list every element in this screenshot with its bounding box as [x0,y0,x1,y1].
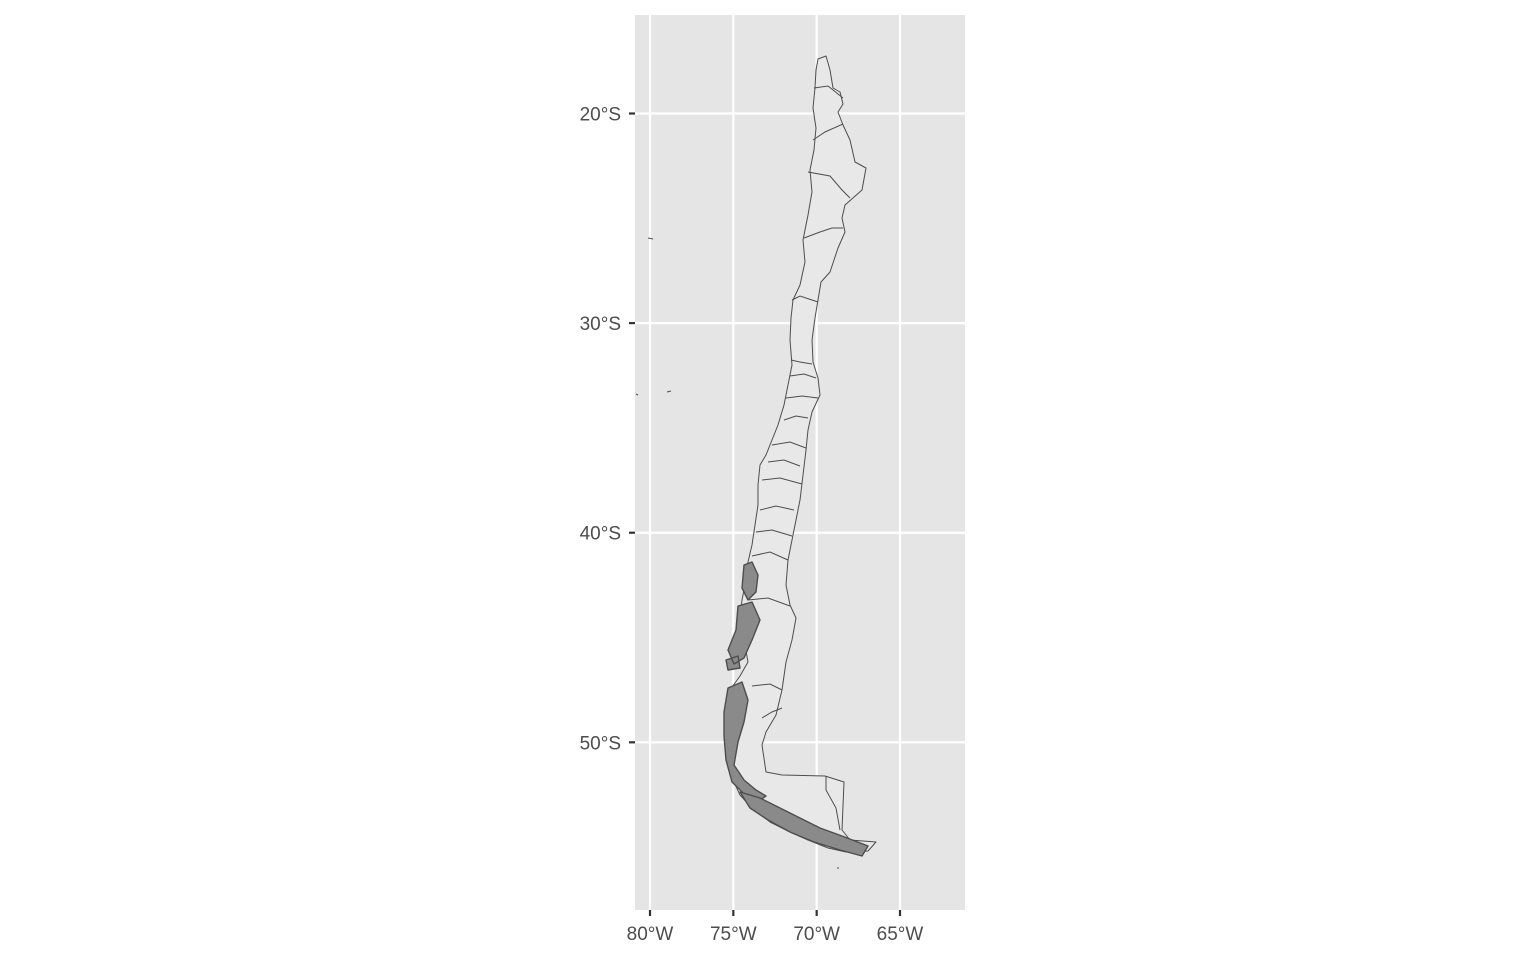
chile-mainland [723,55,877,853]
aysen-magallanes-archipelago [723,681,767,801]
chile-map [635,55,877,869]
y-tick-label-2: 40°S [580,524,621,545]
x-tick-label-1: 75°W [710,924,757,945]
x-tick-label-3: 65°W [877,924,924,945]
region-boundaries [747,85,851,831]
axis-tick-labels: 80°W 75°W 70°W 65°W 20°S 30°S 40°S 50°S [580,105,924,945]
san-felix-islands [647,237,654,240]
chiloe-islands [725,561,761,671]
y-tick-label-1: 30°S [580,314,621,335]
y-tick-label-0: 20°S [580,105,621,126]
y-tick-label-3: 50°S [580,733,621,754]
x-tick-label-0: 80°W [627,924,674,945]
x-tick-label-2: 70°W [793,924,840,945]
juan-fernandez-islands [635,390,672,396]
axis-ticks [629,112,902,916]
tierra-del-fuego-islands [739,791,869,857]
